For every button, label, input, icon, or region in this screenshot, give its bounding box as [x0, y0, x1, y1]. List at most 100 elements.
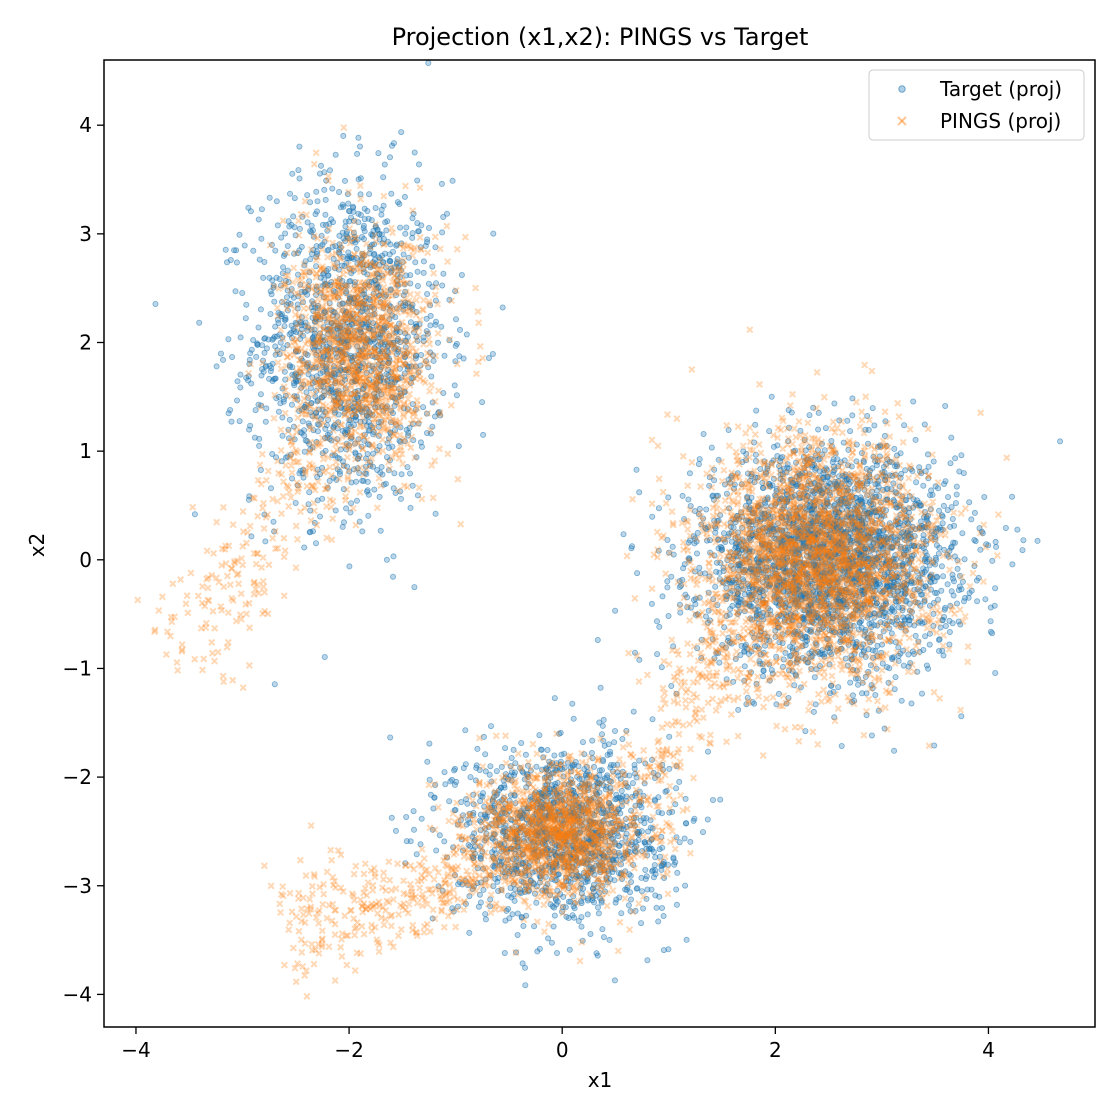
target-point — [847, 679, 854, 686]
target-point — [336, 188, 343, 195]
target-point — [485, 354, 492, 361]
target-point — [253, 353, 260, 360]
target-point — [1057, 438, 1064, 445]
target-point — [417, 841, 424, 848]
target-point — [838, 743, 845, 750]
target-point — [438, 180, 445, 187]
target-point — [636, 489, 643, 496]
target-point — [679, 492, 686, 499]
target-point — [913, 479, 920, 486]
target-point — [368, 217, 375, 224]
target-point — [308, 222, 315, 229]
target-point — [388, 814, 395, 821]
target-point — [533, 763, 540, 770]
target-point — [251, 434, 258, 441]
target-point — [514, 932, 521, 939]
target-point — [987, 618, 994, 625]
target-point — [288, 401, 295, 408]
target-point — [342, 223, 349, 230]
target-point — [272, 323, 279, 330]
target-point — [891, 445, 898, 452]
target-point — [232, 288, 239, 295]
target-point — [502, 745, 509, 752]
target-point — [233, 247, 240, 254]
target-point — [250, 247, 257, 254]
target-point — [551, 752, 558, 759]
target-point — [390, 140, 397, 147]
target-point — [362, 354, 369, 361]
target-point — [948, 588, 955, 595]
target-point — [551, 695, 558, 702]
target-point — [326, 430, 333, 437]
target-point — [236, 418, 243, 425]
target-point — [287, 451, 294, 458]
target-point — [660, 913, 667, 920]
target-point — [398, 471, 405, 478]
target-point — [942, 623, 949, 630]
target-point — [389, 248, 396, 255]
target-point — [317, 162, 324, 169]
target-point — [282, 392, 289, 399]
target-point — [630, 708, 637, 715]
target-point — [404, 464, 411, 471]
target-point — [355, 176, 362, 183]
target-point — [499, 304, 506, 311]
target-point — [490, 230, 497, 237]
target-point — [1009, 561, 1016, 568]
target-point — [868, 732, 875, 739]
target-point — [812, 701, 819, 708]
target-point — [668, 573, 675, 580]
target-point — [895, 644, 902, 651]
target-point — [946, 629, 953, 636]
target-point — [462, 727, 469, 734]
target-point — [452, 316, 459, 323]
target-point — [256, 256, 263, 263]
target-point — [398, 129, 405, 136]
target-point — [307, 199, 314, 206]
target-point — [260, 274, 267, 281]
target-point — [282, 316, 289, 323]
target-point — [246, 426, 253, 433]
target-point — [390, 553, 397, 560]
target-point — [272, 454, 279, 461]
target-point — [375, 150, 382, 157]
target-point — [991, 602, 998, 609]
target-point — [634, 570, 641, 577]
target-point — [219, 356, 226, 363]
target-point — [442, 781, 449, 788]
target-point — [912, 632, 919, 639]
target-point — [669, 543, 676, 550]
target-point — [676, 778, 683, 785]
target-point — [269, 450, 276, 457]
target-point — [237, 371, 244, 378]
target-point — [992, 585, 999, 592]
target-point — [551, 912, 558, 919]
chart-title: Projection (x1,x2): PINGS vs Target — [392, 23, 809, 51]
target-point — [891, 747, 898, 754]
target-point — [940, 652, 947, 659]
target-point — [810, 708, 817, 715]
target-point — [806, 412, 813, 419]
target-point — [942, 402, 949, 409]
target-point — [371, 486, 378, 493]
target-point — [295, 167, 302, 174]
target-point — [966, 499, 973, 506]
target-point — [267, 485, 274, 492]
target-point — [925, 665, 932, 672]
target-point — [392, 827, 399, 834]
target-point — [310, 233, 317, 240]
target-point — [451, 382, 458, 389]
target-point — [453, 340, 460, 347]
target-point — [316, 170, 323, 177]
target-point — [770, 443, 777, 450]
target-point — [948, 434, 955, 441]
target-point — [648, 886, 655, 893]
target-point — [427, 322, 434, 329]
target-point — [912, 436, 919, 443]
target-point — [380, 202, 387, 209]
target-point — [374, 466, 381, 473]
target-point — [649, 513, 656, 520]
target-point — [456, 353, 463, 360]
target-point — [248, 380, 255, 387]
